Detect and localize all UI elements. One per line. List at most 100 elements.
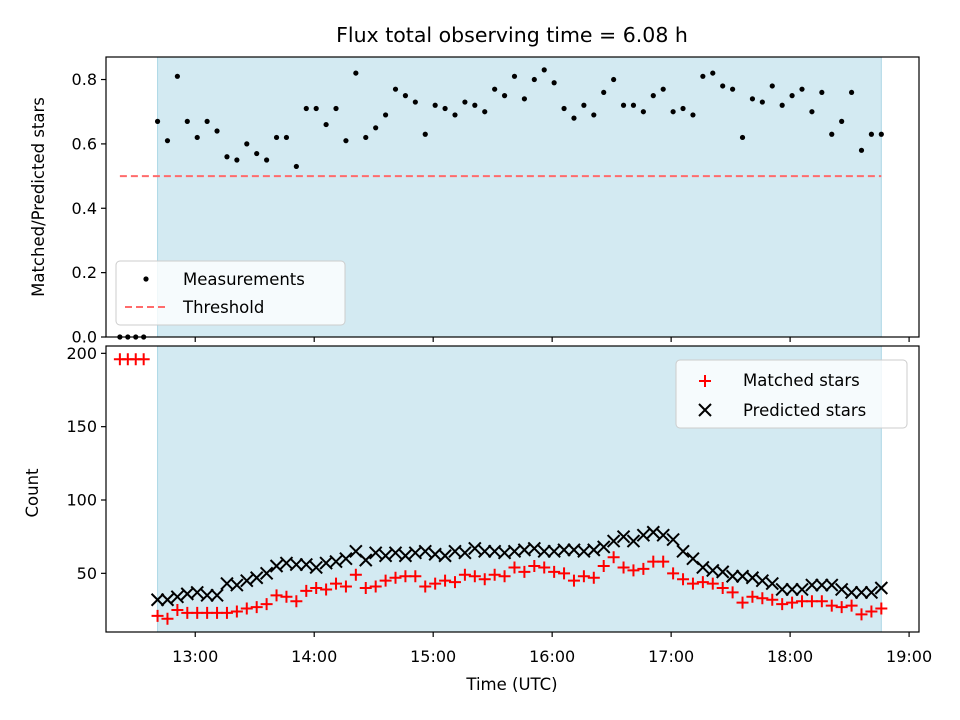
predicted-stars-point [438,549,452,563]
measurement-point [204,118,210,124]
measurement-point [214,128,220,134]
measurement-point [273,134,280,141]
top-panel: 0.00.20.40.60.8 Matched/Predicted stars … [29,56,920,347]
measurement-point [313,105,319,112]
predicted-stars-series [150,525,889,607]
chart-title: Flux total observing time = 6.08 h [336,23,688,47]
predicted-stars-point [339,551,353,566]
predicted-stars-point [805,578,819,592]
predicted-stars-point [329,554,343,569]
predicted-stars-point [249,571,264,585]
measurement-point [511,73,518,79]
measurement-point [640,109,646,115]
predicted-stars-point [537,544,551,559]
matched-stars-point [240,602,253,615]
measurement-point [739,134,746,141]
bottom-y-ticks: 50 100 150 200 [66,344,106,583]
bottom-legend-box [675,359,908,429]
matched-stars-point [776,598,789,611]
top-legend-box [115,260,346,326]
measurement-point [293,163,299,170]
matched-stars-point [488,568,501,581]
measurement-point [442,105,448,112]
predicted-stars-point [527,541,542,556]
matched-stars-point [389,571,402,584]
bottom-legend: Matched stars Predicted stars [675,359,908,429]
y-tick-label: 150 [66,417,97,436]
matched-stars-point [558,567,571,580]
predicted-stars-point [478,544,492,559]
measurement-point [422,131,428,137]
predicted-stars-point [190,585,204,600]
predicted-stars-point [388,546,403,560]
measurement-point [799,86,805,92]
measurement-point [164,138,171,144]
measurement-point [402,93,409,99]
measurement-point [591,112,597,118]
matched-stars-point [458,568,471,581]
matched-stars-point [137,353,150,366]
matched-stars-point [597,560,610,572]
top-y-axis-label: Matched/Predicted stars [29,97,48,297]
predicted-stars-point [240,573,254,588]
legend-predicted-label: Predicted stars [743,401,866,420]
predicted-stars-point [359,553,373,567]
measurement-point [303,105,309,112]
predicted-stars-point [606,534,621,548]
matched-stars-point [696,576,709,589]
predicted-stars-point [646,525,660,539]
measurement-point [194,134,200,141]
measurement-point [670,109,676,115]
predicted-stars-point [825,578,839,592]
matched-stars-point [716,582,729,594]
matched-stars-point [508,561,521,574]
legend-measurements-marker [143,276,149,282]
predicted-stars-point [210,588,224,603]
measurement-point [620,102,627,108]
predicted-stars-point [795,582,809,597]
measurement-point [234,157,240,163]
matched-stars-point [369,580,382,593]
measurement-point [858,147,865,153]
measurement-point [501,93,508,99]
measurement-point [630,102,637,108]
predicted-stars-point [150,593,165,607]
predicted-stars-point [587,543,601,557]
x-tick-label: 18:00 [767,647,813,666]
matched-stars-point [448,576,461,589]
predicted-stars-point [844,585,859,600]
matched-stars-point [825,599,838,612]
measurement-point [730,86,736,92]
measurement-point [581,102,587,108]
measurement-point [878,131,884,137]
measurement-point [482,109,488,115]
predicted-stars-point [418,544,432,559]
y-tick-label: 0.8 [72,70,97,89]
matched-stars-point [349,568,362,581]
matched-stars-point [310,582,323,594]
measurement-point [700,73,706,79]
predicted-stars-point [775,582,789,597]
predicted-stars-point [616,529,631,544]
measurement-point [650,93,656,99]
matched-stars-point [468,570,481,583]
measurement-point [264,157,270,163]
x-tick-label: 13:00 [172,647,218,666]
x-tick-label: 14:00 [291,647,337,666]
matched-stars-point [280,590,293,603]
predicted-stars-point [597,540,611,554]
matched-stars-point [637,562,650,575]
measurement-point [224,154,230,160]
measurement-point [492,86,498,92]
matched-stars-series [113,353,888,625]
y-tick-label: 100 [66,491,97,510]
matched-stars-point [429,577,442,590]
matched-stars-point [230,605,243,618]
predicted-stars-point [299,557,313,572]
x-tick-label: 19:00 [886,647,932,666]
top-axes-frame [105,56,920,338]
measurement-point [561,105,567,112]
matched-stars-point [379,574,392,587]
measurement-point [720,83,726,89]
predicted-stars-point [696,560,710,575]
